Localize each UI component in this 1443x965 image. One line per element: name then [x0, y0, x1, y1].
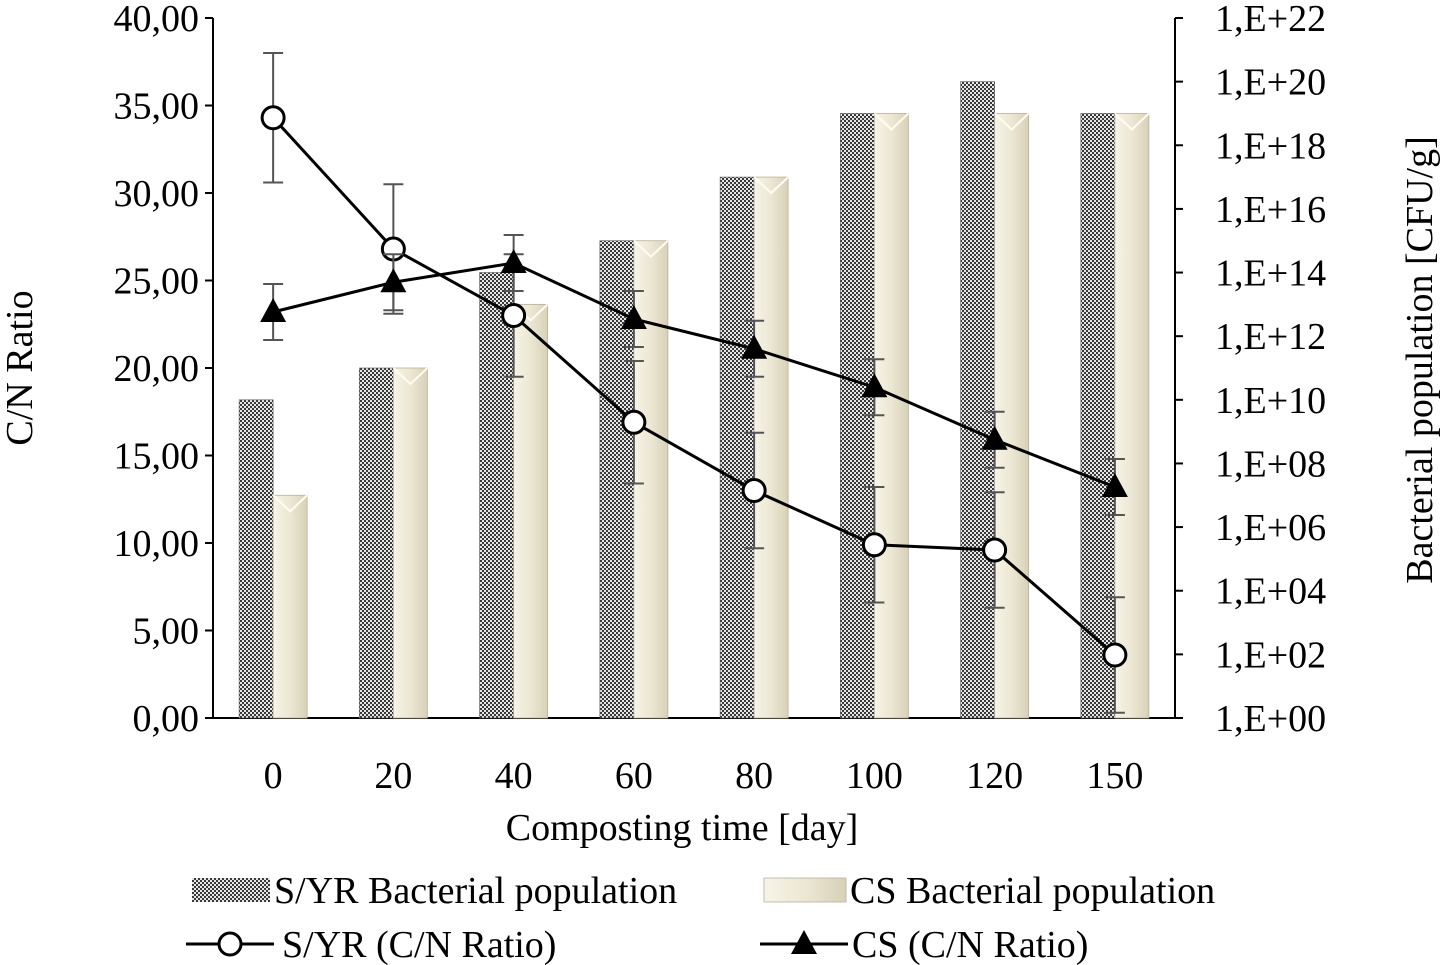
legend-label: S/YR Bacterial population: [274, 870, 677, 912]
legend-label: CS Bacterial population: [850, 870, 1215, 912]
cs-cn-point: [380, 268, 407, 293]
cs-cn-point: [620, 305, 647, 329]
x-tick-label: 20: [374, 755, 412, 797]
syr-cn-point: [501, 303, 527, 328]
y2-tick-label: 1,E+10: [1215, 380, 1326, 422]
x-tick-label: 40: [495, 755, 533, 797]
y2-tick-label: 1,E+14: [1215, 253, 1326, 295]
x-tick-label: 0: [264, 755, 283, 797]
syr-cn-point: [260, 105, 286, 131]
legend-swatch-syr-bar: [192, 878, 270, 902]
x-axis-title: Composting time [day]: [506, 807, 859, 849]
y2-tick-label: 1,E+16: [1215, 189, 1326, 231]
y2-tick-label: 1,E+08: [1215, 443, 1326, 485]
syr-cn-point: [741, 478, 767, 503]
y2-tick-label: 1,E+06: [1215, 507, 1326, 549]
bar-cs: [633, 240, 669, 719]
bar-cs-bevel: [993, 112, 1030, 131]
cs-cn-point: [861, 373, 888, 398]
syr-cn-point: [982, 537, 1008, 563]
y2-tick-label: 1,E+18: [1215, 125, 1326, 167]
x-tick-label: 150: [1086, 755, 1143, 797]
legend-label: CS (C/N Ratio): [852, 924, 1088, 965]
bar-syr: [479, 272, 514, 719]
x-tick-label: 80: [735, 755, 773, 797]
bar-cs: [272, 494, 308, 719]
x-tick-label: 120: [966, 755, 1023, 797]
cs-cn-point: [741, 334, 768, 359]
bar-cs-bevel: [753, 176, 789, 195]
y2-tick-label: 1,E+02: [1215, 634, 1326, 676]
bar-cs-bevel: [633, 239, 669, 259]
legend-swatch-cs-bar: [763, 877, 847, 903]
y2-tick-label: 1,E+20: [1215, 62, 1326, 104]
bar-cs: [994, 113, 1030, 719]
syr-cn-point: [861, 532, 887, 558]
y2-axis-title: Bacterial population [CFU/g]: [1399, 136, 1441, 583]
cs-cn-point: [1101, 473, 1128, 497]
cs-cn-point: [981, 425, 1008, 450]
bar-cs-bevel: [873, 112, 910, 131]
legend: S/YR Bacterial population CS Bacterial po…: [186, 870, 1215, 965]
bar-syr: [719, 176, 755, 719]
bar-cs-bevel: [1114, 112, 1150, 131]
y-tick-label: 40,00: [114, 0, 200, 40]
syr-cn-point: [1102, 642, 1128, 668]
legend-marker-syr: [217, 931, 243, 957]
bar-cs-bevel: [272, 494, 308, 513]
legend-marker-cs: [791, 930, 817, 954]
y-tick-label: 20,00: [114, 348, 200, 390]
bar-syr: [960, 81, 995, 719]
axes: 0,00 5,00 10,00 15,00 20,00 25,00 30,00 35,00 40…: [114, 0, 1327, 797]
bar-syr: [1080, 113, 1116, 719]
y-axis-title: C/N Ratio: [0, 290, 41, 445]
cs-cn-point: [500, 249, 527, 273]
y-tick-label: 0,00: [133, 698, 200, 740]
legend-label: S/YR (C/N Ratio): [282, 924, 556, 965]
bar-cs: [392, 367, 428, 719]
bar-cs: [1114, 113, 1150, 719]
y-tick-label: 35,00: [114, 86, 200, 128]
axis-labels: C/N Ratio Bacterial population [CFU/g] C…: [0, 136, 1441, 849]
y-tick-label: 15,00: [114, 436, 200, 478]
y2-tick-label: 1,E+12: [1215, 316, 1326, 358]
y2-tick-label: 1,E+00: [1215, 698, 1326, 740]
syr-cn-line: [272, 116, 1116, 657]
y-tick-label: 25,00: [114, 261, 200, 303]
bar-cs: [753, 176, 789, 719]
x-tick-label: 60: [615, 755, 653, 797]
y-tick-label: 30,00: [114, 173, 200, 215]
y-tick-label: 5,00: [133, 611, 200, 653]
bar-syr: [359, 367, 394, 719]
bar-series: [238, 81, 1150, 719]
cs-cn-point: [260, 298, 287, 322]
y2-tick-label: 1,E+04: [1215, 571, 1326, 613]
syr-cn-point: [621, 409, 647, 435]
bar-cs-bevel: [392, 367, 429, 386]
x-tick-label: 100: [846, 755, 903, 797]
y-tick-label: 10,00: [114, 523, 200, 565]
line-series: [260, 52, 1128, 714]
bar-cs: [513, 303, 549, 719]
bar-syr: [238, 399, 274, 719]
cs-cn-line: [272, 261, 1116, 489]
y2-tick-label: 1,E+22: [1215, 0, 1326, 40]
